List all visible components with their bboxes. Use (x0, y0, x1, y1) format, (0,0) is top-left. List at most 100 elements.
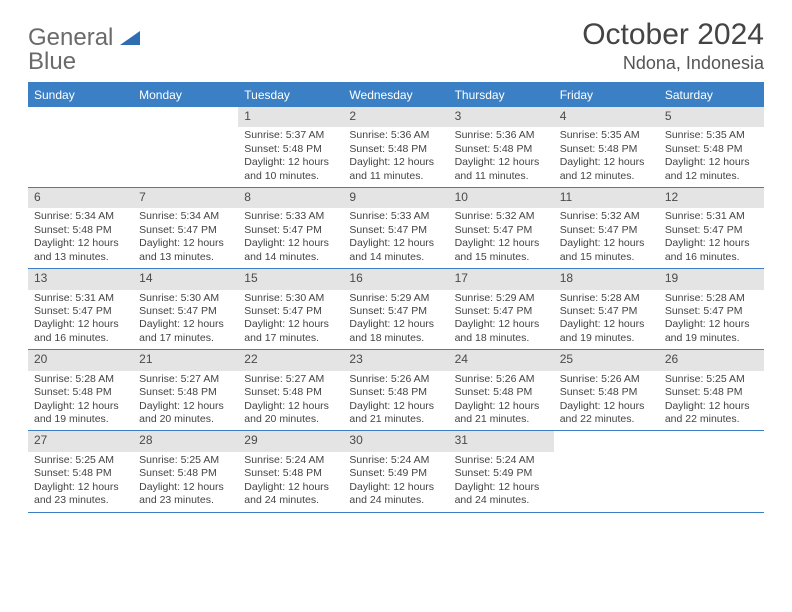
day-body: Sunrise: 5:27 AMSunset: 5:48 PMDaylight:… (133, 371, 238, 431)
daylight-text: Daylight: 12 hours and 16 minutes. (665, 237, 760, 264)
day-number: 21 (133, 350, 238, 370)
day-number: 3 (449, 107, 554, 127)
sunset-text: Sunset: 5:48 PM (349, 386, 444, 399)
day-cell: 8Sunrise: 5:33 AMSunset: 5:47 PMDaylight… (238, 188, 343, 268)
sunset-text: Sunset: 5:48 PM (560, 386, 655, 399)
day-cell: 22Sunrise: 5:27 AMSunset: 5:48 PMDayligh… (238, 350, 343, 430)
day-cell: 3Sunrise: 5:36 AMSunset: 5:48 PMDaylight… (449, 107, 554, 187)
sunset-text: Sunset: 5:47 PM (665, 224, 760, 237)
sunset-text: Sunset: 5:47 PM (665, 305, 760, 318)
day-number: 23 (343, 350, 448, 370)
sunset-text: Sunset: 5:48 PM (349, 143, 444, 156)
day-body: Sunrise: 5:36 AMSunset: 5:48 PMDaylight:… (449, 127, 554, 187)
sunrise-text: Sunrise: 5:34 AM (34, 210, 129, 223)
daylight-text: Daylight: 12 hours and 10 minutes. (244, 156, 339, 183)
sunset-text: Sunset: 5:47 PM (560, 305, 655, 318)
day-number (554, 431, 659, 451)
day-number: 12 (659, 188, 764, 208)
day-body: Sunrise: 5:26 AMSunset: 5:48 PMDaylight:… (554, 371, 659, 431)
day-cell: 18 Sunrise: 5:28 AMSunset: 5:47 PMDayligh… (554, 269, 659, 349)
day-cell: 26Sunrise: 5:25 AMSunset: 5:48 PMDayligh… (659, 350, 764, 430)
sunrise-text: Sunrise: 5:26 AM (349, 373, 444, 386)
day-body: Sunrise: 5:34 AMSunset: 5:47 PMDaylight:… (133, 208, 238, 268)
day-number: 18 (554, 269, 659, 289)
day-number: 6 (28, 188, 133, 208)
day-number (28, 107, 133, 127)
sunset-text: Sunset: 5:49 PM (455, 467, 550, 480)
sunset-text: Sunset: 5:48 PM (244, 467, 339, 480)
calendar: Sunday Monday Tuesday Wednesday Thursday… (28, 82, 764, 513)
location-label: Ndona, Indonesia (582, 53, 764, 74)
day-body: Sunrise: 5:29 AMSunset: 5:47 PMDaylight:… (343, 290, 448, 350)
day-body (659, 452, 764, 458)
day-number: 2 (343, 107, 448, 127)
day-number: 22 (238, 350, 343, 370)
daylight-text: Daylight: 12 hours and 15 minutes. (560, 237, 655, 264)
daylight-text: Daylight: 12 hours and 19 minutes. (665, 318, 760, 345)
day-body: Sunrise: 5:30 AMSunset: 5:47 PMDaylight:… (238, 290, 343, 350)
daylight-text: Daylight: 12 hours and 24 minutes. (349, 481, 444, 508)
day-body: Sunrise: 5:24 AMSunset: 5:48 PMDaylight:… (238, 452, 343, 512)
day-cell: 4Sunrise: 5:35 AMSunset: 5:48 PMDaylight… (554, 107, 659, 187)
week-row: 27Sunrise: 5:25 AMSunset: 5:48 PMDayligh… (28, 431, 764, 512)
sunrise-text: Sunrise: 5:24 AM (349, 454, 444, 467)
day-number: 17 (449, 269, 554, 289)
header: General Blue October 2024 Ndona, Indones… (28, 18, 764, 74)
sunrise-text: Sunrise: 5:33 AM (244, 210, 339, 223)
dow-tuesday: Tuesday (238, 84, 343, 107)
daylight-text: Daylight: 12 hours and 18 minutes. (455, 318, 550, 345)
sunrise-text: Sunrise: 5:25 AM (34, 454, 129, 467)
daylight-text: Daylight: 12 hours and 13 minutes. (34, 237, 129, 264)
day-number: 14 (133, 269, 238, 289)
day-number (133, 107, 238, 127)
day-body: Sunrise: 5:28 AMSunset: 5:48 PMDaylight:… (28, 371, 133, 431)
day-cell: 17Sunrise: 5:29 AMSunset: 5:47 PMDayligh… (449, 269, 554, 349)
sunset-text: Sunset: 5:48 PM (139, 467, 234, 480)
daylight-text: Daylight: 12 hours and 19 minutes. (560, 318, 655, 345)
sunset-text: Sunset: 5:48 PM (139, 386, 234, 399)
day-body: Sunrise: 5:30 AMSunset: 5:47 PMDaylight:… (133, 290, 238, 350)
day-cell: 29Sunrise: 5:24 AMSunset: 5:48 PMDayligh… (238, 431, 343, 511)
day-cell: 7Sunrise: 5:34 AMSunset: 5:47 PMDaylight… (133, 188, 238, 268)
day-number: 11 (554, 188, 659, 208)
day-number: 29 (238, 431, 343, 451)
day-number: 13 (28, 269, 133, 289)
day-number: 16 (343, 269, 448, 289)
brand-logo: General Blue (28, 18, 140, 74)
day-cell: 23Sunrise: 5:26 AMSunset: 5:48 PMDayligh… (343, 350, 448, 430)
dow-friday: Friday (554, 84, 659, 107)
sunrise-text: Sunrise: 5:30 AM (244, 292, 339, 305)
sunrise-text: Sunrise: 5:31 AM (665, 210, 760, 223)
daylight-text: Daylight: 12 hours and 12 minutes. (665, 156, 760, 183)
day-number: 19 (659, 269, 764, 289)
daylight-text: Daylight: 12 hours and 19 minutes. (34, 400, 129, 427)
sunset-text: Sunset: 5:48 PM (665, 143, 760, 156)
sunrise-text: Sunrise: 5:30 AM (139, 292, 234, 305)
day-cell: 19Sunrise: 5:28 AMSunset: 5:47 PMDayligh… (659, 269, 764, 349)
sunset-text: Sunset: 5:47 PM (34, 305, 129, 318)
day-cell: 10Sunrise: 5:32 AMSunset: 5:47 PMDayligh… (449, 188, 554, 268)
sunrise-text: Sunrise: 5:32 AM (455, 210, 550, 223)
daylight-text: Daylight: 12 hours and 22 minutes. (665, 400, 760, 427)
day-number: 26 (659, 350, 764, 370)
sunset-text: Sunset: 5:48 PM (455, 386, 550, 399)
sunset-text: Sunset: 5:48 PM (34, 386, 129, 399)
day-number: 7 (133, 188, 238, 208)
page-title: October 2024 (582, 18, 764, 51)
day-cell: 12 Sunrise: 5:31 AMSunset: 5:47 PMDayligh… (659, 188, 764, 268)
day-body (28, 127, 133, 133)
sunrise-text: Sunrise: 5:28 AM (560, 292, 655, 305)
sunrise-text: Sunrise: 5:35 AM (665, 129, 760, 142)
day-cell: 25Sunrise: 5:26 AMSunset: 5:48 PMDayligh… (554, 350, 659, 430)
sunset-text: Sunset: 5:48 PM (244, 143, 339, 156)
sunset-text: Sunset: 5:47 PM (139, 305, 234, 318)
daylight-text: Daylight: 12 hours and 20 minutes. (139, 400, 234, 427)
day-number: 27 (28, 431, 133, 451)
day-cell (659, 431, 764, 511)
day-number: 20 (28, 350, 133, 370)
day-body: Sunrise: 5:25 AMSunset: 5:48 PMDaylight:… (28, 452, 133, 512)
sunrise-text: Sunrise: 5:36 AM (349, 129, 444, 142)
day-cell: 30Sunrise: 5:24 AMSunset: 5:49 PMDayligh… (343, 431, 448, 511)
sunset-text: Sunset: 5:48 PM (560, 143, 655, 156)
day-cell: 9Sunrise: 5:33 AMSunset: 5:47 PMDaylight… (343, 188, 448, 268)
